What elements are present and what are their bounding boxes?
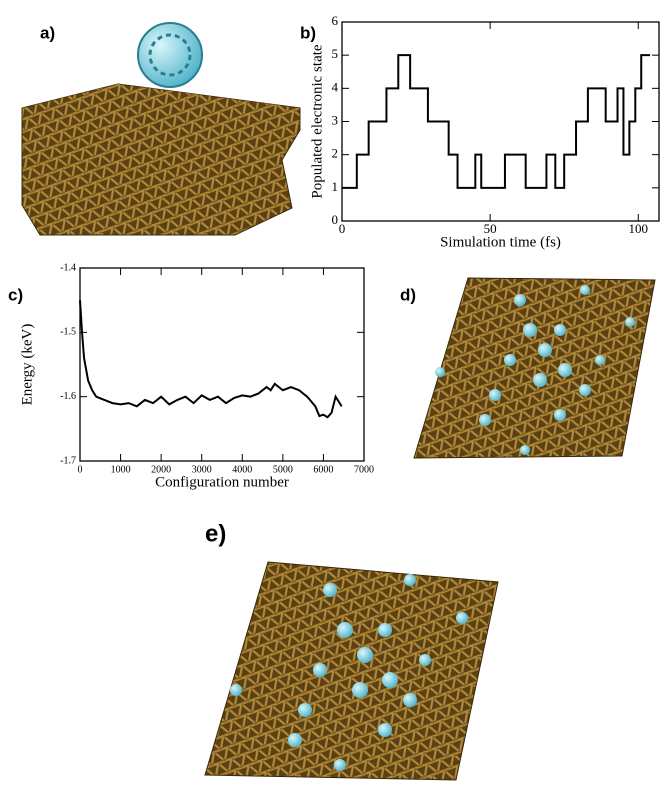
data-line	[342, 54, 651, 189]
y-tick-label: 4	[332, 79, 339, 94]
x-tick-label: 6000	[313, 464, 333, 475]
y-tick-label: -1.6	[60, 391, 76, 402]
surface-image	[204, 561, 499, 781]
y-tick-label: 0	[332, 212, 339, 227]
x-tick-label: 5000	[273, 464, 293, 475]
x-tick-label: 50	[484, 221, 497, 236]
y-tick-label: -1.7	[60, 455, 76, 466]
panel-label: b)	[300, 23, 316, 42]
y-tick-label: -1.5	[60, 327, 76, 338]
x-tick-label: 0	[78, 464, 83, 475]
x-tick-label: 2000	[151, 464, 171, 475]
plot-frame	[79, 267, 365, 462]
x-tick-label: 1000	[111, 464, 131, 475]
x-tick-label: 4000	[232, 464, 252, 475]
surface-image	[413, 277, 656, 459]
y-axis-label: Energy (keV)	[19, 324, 35, 406]
y-tick-label: 6	[332, 13, 339, 28]
data-line	[79, 300, 343, 419]
panel-label: c)	[8, 285, 23, 304]
x-tick-label: 3000	[192, 464, 212, 475]
x-tick-label: 100	[629, 221, 649, 236]
x-axis-label: Configuration number	[155, 474, 289, 490]
panel-label: a)	[40, 23, 55, 42]
y-tick-label: 2	[332, 146, 339, 161]
x-tick-label: 7000	[354, 464, 374, 475]
x-tick-label: 0	[339, 221, 346, 236]
panel-label: e)	[205, 520, 226, 547]
y-tick-label: 1	[332, 179, 339, 194]
y-tick-label: 3	[332, 112, 339, 127]
y-axis-label: Populated electronic state	[309, 44, 325, 198]
x-axis-label: Simulation time (fs)	[440, 234, 561, 250]
panel-label: d)	[400, 285, 416, 304]
y-tick-label: -1.4	[60, 262, 76, 273]
slab-image	[21, 22, 301, 236]
y-tick-label: 5	[332, 46, 339, 61]
